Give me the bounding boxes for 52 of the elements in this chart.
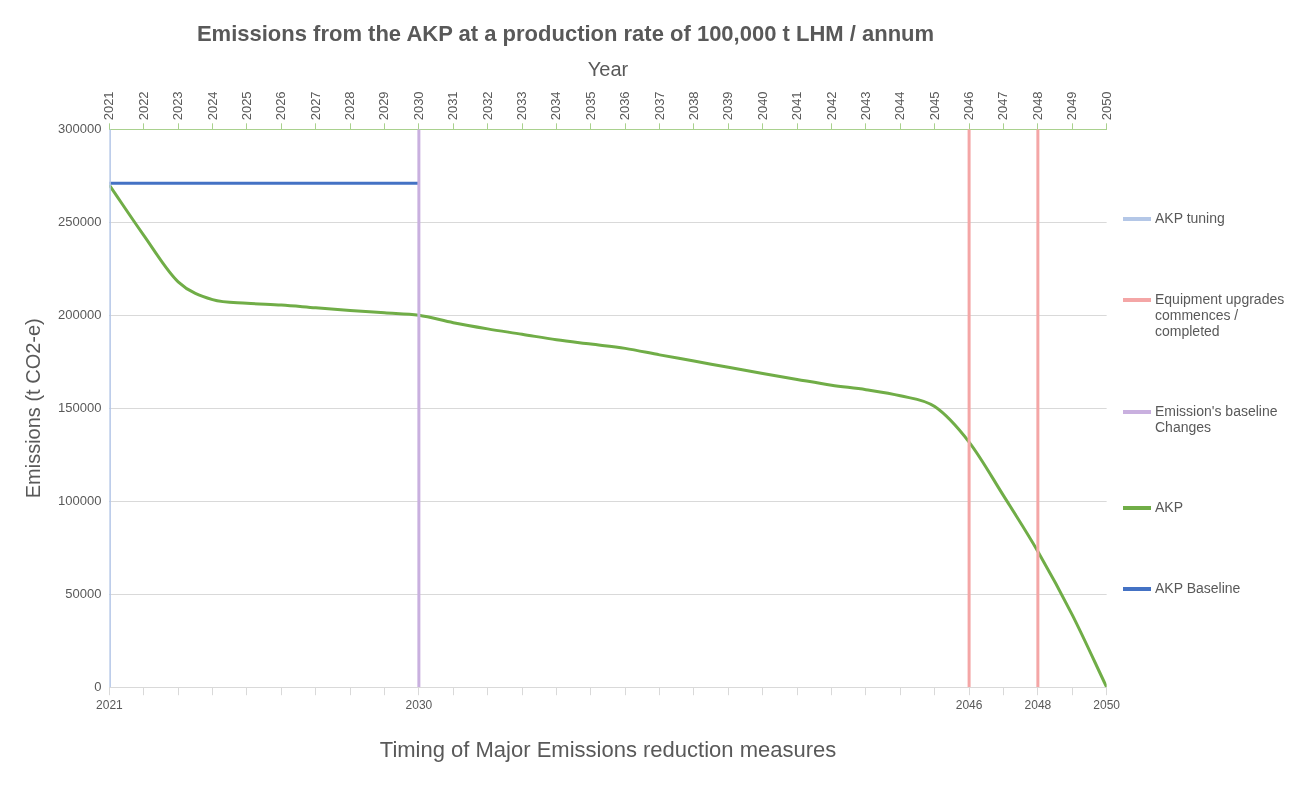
x2-tick-label: 2032 bbox=[479, 91, 495, 121]
x2-tick-label: 2022 bbox=[135, 91, 151, 121]
line-series bbox=[109, 183, 1107, 688]
x2-tick-label: 2040 bbox=[754, 91, 770, 121]
legend-label: Equipment upgrades commences / completed bbox=[1155, 290, 1286, 339]
x-tick-label: 2021 bbox=[96, 697, 124, 712]
x2-tick-label: 2029 bbox=[376, 91, 392, 121]
y-tick-label: 200000 bbox=[57, 306, 102, 322]
x2-tick-label: 2037 bbox=[651, 91, 667, 121]
x2-tick-label: 2034 bbox=[548, 91, 564, 121]
x2-tick-label: 2044 bbox=[892, 91, 908, 121]
x2-tick-label: 2031 bbox=[445, 91, 461, 121]
x2-tick-label: 2043 bbox=[857, 91, 873, 121]
x2-tick-label: 2049 bbox=[1064, 91, 1080, 121]
y-tick-label: 300000 bbox=[57, 120, 102, 136]
x-tick-label: 2050 bbox=[1093, 697, 1121, 712]
x2-tick-label: 2048 bbox=[1029, 91, 1045, 121]
x-axis-title: Timing of Major Emissions reduction measures bbox=[379, 736, 837, 762]
x2-tick-label: 2023 bbox=[170, 91, 186, 121]
x2-tick-label: 2047 bbox=[995, 91, 1011, 121]
x-tick-label: 2046 bbox=[955, 697, 983, 712]
x2-tick-label: 2039 bbox=[720, 91, 736, 121]
legend-label: Emission's baseline Changes bbox=[1155, 402, 1279, 435]
x2-tick-label: 2030 bbox=[410, 91, 426, 121]
x-tick-label: 2048 bbox=[1024, 697, 1052, 712]
x2-tick-label: 2026 bbox=[273, 91, 289, 121]
y-tick-label: 50000 bbox=[65, 585, 102, 601]
x2-tick-label: 2021 bbox=[101, 91, 117, 121]
x2-tick-label: 2042 bbox=[823, 91, 839, 121]
y-tick-label: 250000 bbox=[57, 213, 102, 229]
x-tick-label: 2030 bbox=[405, 697, 433, 712]
x2-tick-label: 2028 bbox=[342, 91, 358, 121]
x2-tick-label: 2036 bbox=[617, 91, 633, 121]
x2-tick-label: 2041 bbox=[789, 91, 805, 121]
x2-tick-label: 2046 bbox=[961, 91, 977, 121]
y-tick-label: 0 bbox=[94, 678, 102, 694]
x2-tick-label: 2038 bbox=[685, 91, 701, 121]
x2-tick-label: 2024 bbox=[204, 91, 220, 121]
y-tick-label: 100000 bbox=[57, 492, 102, 508]
y-axis-title: Emissions (t CO2-e) bbox=[21, 318, 44, 499]
x2-tick-label: 2045 bbox=[926, 91, 942, 121]
x2-tick-label: 2033 bbox=[514, 91, 530, 121]
x2-tick-label: 2027 bbox=[307, 91, 323, 121]
x2-axis-title: Year bbox=[587, 57, 629, 80]
chart-title: Emissions from the AKP at a production rate of 100,000 t LHM / annum bbox=[196, 21, 935, 47]
y-tick-label: 150000 bbox=[57, 399, 102, 415]
legend-label: AKP bbox=[1155, 499, 1184, 516]
legend-label: AKP tuning bbox=[1155, 210, 1225, 227]
x2-tick-label: 2025 bbox=[238, 91, 254, 121]
x2-tick-label: 2050 bbox=[1098, 91, 1114, 121]
legend-label: AKP Baseline bbox=[1155, 579, 1241, 596]
x2-tick-label: 2035 bbox=[582, 91, 598, 121]
